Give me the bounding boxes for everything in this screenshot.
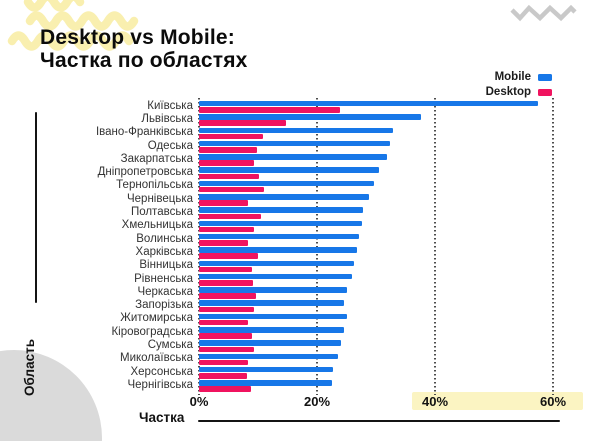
bar-desktop-19	[199, 359, 248, 366]
bar-desktop-9	[199, 226, 254, 233]
region-label-5: Дніпропетровська	[97, 166, 193, 179]
region-label-8: Полтавська	[130, 206, 193, 218]
region-label-16: Житомирська	[120, 312, 193, 325]
bar-mobile-16	[199, 313, 347, 320]
bar-mobile-19	[199, 353, 339, 360]
legend-item-mobile: Mobile	[495, 71, 552, 83]
y-axis-title: Область	[22, 338, 37, 396]
bar-desktop-15	[199, 306, 254, 313]
bar-desktop-4	[199, 160, 254, 166]
bar-mobile-10	[199, 233, 359, 240]
bar-mobile-12	[199, 260, 355, 266]
x-tick-label-60: 60%	[539, 394, 567, 409]
mobile-color-swatch	[538, 73, 552, 81]
bar-mobile-4	[199, 154, 388, 160]
region-label-19: Миколаївська	[119, 352, 193, 365]
bar-desktop-0	[199, 107, 340, 113]
gridline-60	[552, 98, 554, 395]
bar-mobile-20	[199, 366, 333, 373]
region-label-14: Черкаська	[137, 285, 193, 298]
bar-mobile-14	[199, 287, 348, 293]
gridline-40	[434, 98, 436, 395]
region-label-11: Харківська	[135, 245, 193, 258]
bar-mobile-13	[199, 273, 352, 280]
region-label-15: Запорізька	[135, 299, 193, 312]
bar-desktop-3	[199, 147, 257, 153]
bar-mobile-18	[199, 340, 341, 346]
bar-mobile-5	[199, 167, 379, 173]
region-label-4: Закарпатська	[120, 152, 193, 165]
chart-title: Desktop vs Mobile: Частка по областях	[40, 26, 248, 72]
region-label-18: Сумська	[147, 339, 193, 351]
bar-desktop-5	[199, 173, 260, 180]
x-axis-title: Частка	[139, 410, 185, 425]
x-tick-label-0: 0%	[189, 394, 209, 409]
region-label-6: Тернопільська	[116, 179, 193, 192]
bar-mobile-8	[199, 207, 364, 213]
bar-desktop-20	[199, 373, 247, 379]
bar-mobile-9	[199, 220, 362, 227]
desktop-color-swatch	[538, 88, 552, 96]
x-tick-label-40: 40%	[421, 394, 449, 409]
bar-desktop-18	[199, 346, 254, 352]
legend-label-desktop: Desktop	[485, 86, 531, 98]
bar-mobile-7	[199, 194, 369, 200]
x-axis-line	[198, 420, 560, 422]
region-label-9: Хмельницька	[121, 219, 193, 232]
bar-mobile-6	[199, 180, 375, 187]
legend: Mobile Desktop	[486, 71, 552, 98]
region-label-3: Одеська	[147, 139, 193, 152]
bar-desktop-1	[199, 120, 286, 126]
gridline-0	[198, 98, 200, 395]
bar-mobile-17	[199, 327, 344, 333]
bar-mobile-11	[199, 247, 358, 253]
legend-label-mobile: Mobile	[494, 71, 531, 83]
bar-desktop-8	[199, 213, 261, 219]
bar-desktop-7	[199, 200, 248, 206]
tick-highlight-band	[412, 392, 583, 410]
region-label-12: Вінницька	[139, 259, 193, 272]
bar-desktop-16	[199, 319, 248, 326]
region-label-0: Київська	[147, 99, 193, 112]
region-label-1: Львівська	[141, 112, 193, 125]
bar-desktop-10	[199, 240, 248, 246]
title-line-1: Desktop vs Mobile:	[40, 26, 235, 49]
title-line-2: Частка по областях	[40, 49, 248, 72]
legend-item-desktop: Desktop	[486, 86, 552, 98]
bar-desktop-14	[199, 293, 257, 299]
bar-mobile-0	[199, 100, 539, 107]
region-label-2: Івано-Франківська	[95, 126, 193, 139]
bar-desktop-6	[199, 186, 264, 193]
bar-mobile-2	[199, 127, 394, 133]
bar-desktop-2	[199, 133, 263, 140]
region-label-10: Волинська	[136, 232, 193, 245]
bar-mobile-1	[199, 114, 421, 120]
region-label-7: Чернівецька	[127, 192, 193, 205]
bar-desktop-13	[199, 280, 254, 286]
bar-mobile-3	[199, 140, 391, 147]
region-label-21: Чернігівська	[127, 378, 193, 391]
gridline-20	[316, 98, 318, 395]
region-label-17: Кіровоградська	[111, 325, 193, 338]
bar-mobile-15	[199, 300, 345, 306]
bar-desktop-17	[199, 333, 252, 339]
region-label-13: Рівненська	[134, 272, 193, 285]
bar-desktop-11	[199, 253, 258, 259]
bar-desktop-12	[199, 266, 253, 273]
y-axis-line	[35, 112, 37, 303]
x-tick-label-20: 20%	[303, 394, 331, 409]
region-label-20: Херсонська	[130, 365, 193, 378]
bar-desktop-21	[199, 386, 251, 392]
bar-mobile-21	[199, 380, 332, 386]
